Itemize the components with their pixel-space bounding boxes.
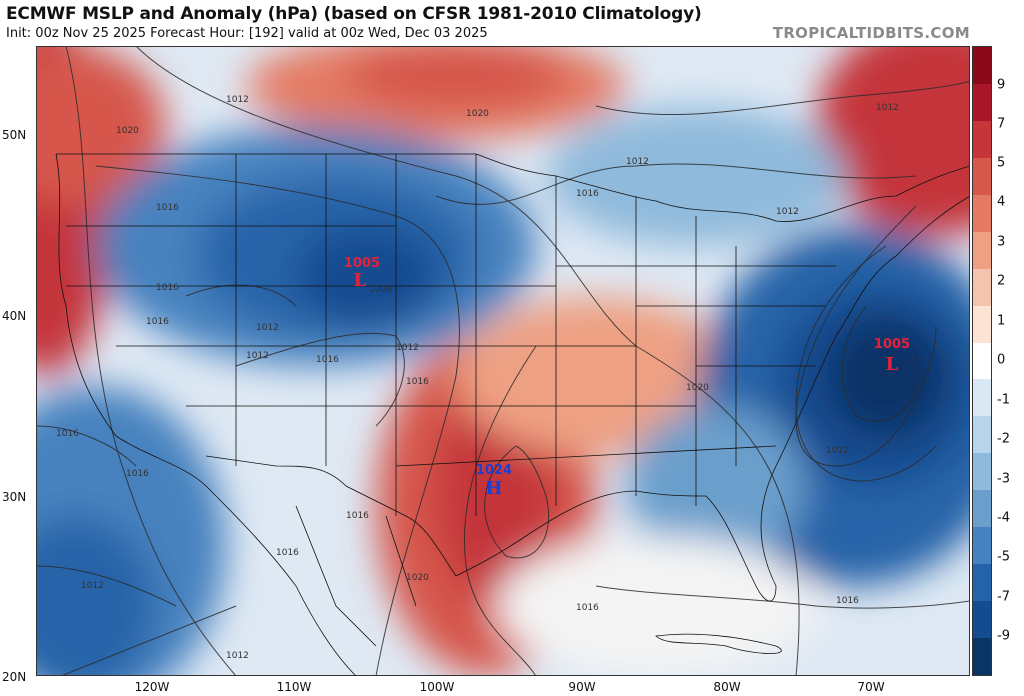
colorbar-label: -1 [997, 392, 1010, 408]
colorbar-segment [973, 120, 991, 158]
isobar-label: 1020 [686, 383, 709, 393]
isobar-labels: 1012 1020 1020 1016 1016 1012 1012 1012 … [56, 95, 899, 661]
low-pressure-symbol: L [354, 270, 367, 291]
isobar-label: 1016 [576, 603, 599, 613]
isobar-label: 1016 [276, 548, 299, 558]
atlantic-low-center[interactable]: 1005 L [874, 337, 910, 375]
colorbar-label: 9 [997, 77, 1006, 93]
isobar-label: 1020 [406, 573, 429, 583]
isobar-label: 1016 [146, 317, 169, 327]
forecast-info: Init: 00z Nov 25 2025 Forecast Hour: [19… [6, 26, 488, 41]
colorbar-label: -9 [997, 628, 1010, 644]
colorbar-label: -4 [997, 510, 1010, 526]
colorbar-segment [973, 305, 991, 343]
isobar-label: 1016 [126, 469, 149, 479]
isobar-label: 1012 [246, 351, 269, 361]
colorbar-segment [973, 527, 991, 565]
low-pressure-value: 1005 [344, 256, 380, 271]
lon-label-100w: 100W [419, 680, 455, 694]
colorbar-label: 0 [997, 352, 1006, 368]
colorbar-segment [973, 268, 991, 306]
isobar-label: 1012 [256, 323, 279, 333]
colorbar-segment [973, 490, 991, 528]
isobar-label: 1020 [116, 126, 139, 136]
lon-label-70w: 70W [857, 680, 885, 694]
header: ECMWF MSLP and Anomaly (hPa) (based on C… [0, 0, 1024, 46]
colorbar-label: 4 [997, 194, 1006, 210]
lon-label-120w: 120W [134, 680, 170, 694]
colorbar-label: 2 [997, 273, 1006, 289]
high-pressure-center[interactable]: 1024 H [476, 463, 512, 499]
colorbar-segment [973, 564, 991, 602]
colorbar-segment [973, 453, 991, 491]
isobar-label: 1012 [776, 207, 799, 217]
isobar-label: 1016 [316, 355, 339, 365]
isobar-label: 1012 [226, 651, 249, 661]
colorbar-segment [973, 194, 991, 232]
colorbar-segment [973, 638, 991, 675]
colorbar [972, 46, 992, 676]
colorbar-label: 7 [997, 116, 1006, 132]
anomaly-map: 1012 1020 1020 1016 1016 1012 1012 1012 … [36, 46, 970, 676]
isobar-label: 1016 [156, 203, 179, 213]
low-pressure-center[interactable]: 1005 L [344, 256, 380, 291]
atlantic-low-symbol: L [886, 354, 899, 375]
isobars [36, 46, 970, 676]
isobar-label: 1012 [81, 581, 104, 591]
colorbar-label: 5 [997, 155, 1006, 171]
isobar-label: 1012 [626, 157, 649, 167]
isobar-label: 1016 [836, 596, 859, 606]
map-frame [36, 46, 970, 676]
brand-watermark[interactable]: TROPICALTIDBITS.COM [772, 24, 970, 42]
isobar-label: 1016 [346, 511, 369, 521]
map-title: ECMWF MSLP and Anomaly (hPa) (based on C… [6, 4, 702, 24]
colorbar-segment [973, 157, 991, 195]
colorbar-label: -2 [997, 431, 1010, 447]
high-pressure-symbol: H [485, 478, 502, 499]
colorbar-label: -5 [997, 549, 1010, 565]
colorbar-segment [973, 601, 991, 638]
colorbar-segment [973, 379, 991, 417]
isobar-label: 1012 [826, 446, 849, 456]
isobar-label: 1016 [156, 283, 179, 293]
isobar-label: 1016 [56, 429, 79, 439]
colorbar-segment [973, 83, 991, 121]
isobar-label: 1012 [226, 95, 249, 105]
isobar-label: 1016 [576, 189, 599, 199]
colorbar-segment [973, 416, 991, 454]
high-pressure-value: 1024 [476, 463, 512, 478]
isobar-label: 1012 [396, 343, 419, 353]
lon-label-80w: 80W [713, 680, 741, 694]
isobar-label: 1008 [369, 285, 392, 295]
lat-label-30n: 30N [2, 490, 27, 504]
colorbar-label: -7 [997, 589, 1010, 605]
lat-label-20n: 20N [2, 670, 27, 684]
pressure-centers: 1005 L 1024 H 1005 L [344, 256, 910, 499]
colorbar-label: 1 [997, 313, 1006, 329]
isobar-label: 1012 [876, 103, 899, 113]
lon-label-90w: 90W [568, 680, 596, 694]
colorbar-segment [973, 47, 991, 84]
lon-label-110w: 110W [276, 680, 312, 694]
isobar-label: 1020 [466, 109, 489, 119]
map-canvas: 1012 1020 1020 1016 1016 1012 1012 1012 … [36, 46, 970, 676]
lat-label-40n: 40N [2, 309, 27, 323]
anomaly-field [36, 46, 970, 676]
colorbar-segment [973, 231, 991, 269]
political-borders [55, 153, 970, 676]
isobar-label: 1016 [406, 377, 429, 387]
lat-label-50n: 50N [2, 128, 27, 142]
colorbar-label: -3 [997, 471, 1010, 487]
colorbar-segment [973, 342, 991, 380]
atlantic-low-value: 1005 [874, 337, 910, 352]
colorbar-label: 3 [997, 234, 1006, 250]
